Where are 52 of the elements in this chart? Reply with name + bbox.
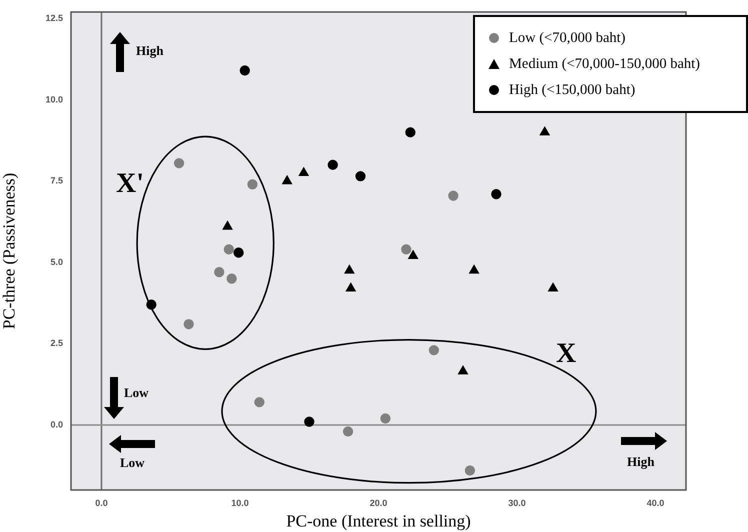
point <box>254 397 264 408</box>
point <box>448 190 458 201</box>
point <box>247 179 258 190</box>
point <box>222 221 232 230</box>
x-tick-label: 20.0 <box>370 498 388 508</box>
point <box>469 264 480 274</box>
legend-label: Medium (<70,000-150,000 baht) <box>509 56 700 72</box>
annotation: High <box>136 43 164 58</box>
y-tick-label: 2.5 <box>50 338 63 348</box>
annotation: X' <box>116 168 144 199</box>
y-tick-label: 7.5 <box>50 176 63 186</box>
point <box>346 282 356 292</box>
point <box>224 244 234 254</box>
annotation: Low <box>124 385 149 400</box>
point <box>184 319 194 330</box>
x-tick-label: 10.0 <box>231 498 249 508</box>
point <box>240 65 250 76</box>
legend-label: High (<150,000 baht) <box>509 82 636 98</box>
x-tick-label: 0.0 <box>95 498 108 508</box>
point <box>298 167 309 176</box>
y-tick-label: 10.0 <box>45 94 63 104</box>
point <box>344 264 354 274</box>
point <box>408 250 418 259</box>
x-axis-title: PC-one (Interest in selling) <box>286 511 471 530</box>
point <box>380 413 391 424</box>
point <box>214 267 224 278</box>
point <box>328 160 338 170</box>
annotation: Low <box>120 455 145 470</box>
point <box>548 282 558 292</box>
point <box>540 126 550 136</box>
point <box>226 274 237 284</box>
point <box>342 426 354 437</box>
point <box>174 158 184 168</box>
legend-label: Low (<70,000 baht) <box>509 30 626 46</box>
y-axis-title: PC-three (Passiveness) <box>0 172 19 330</box>
point <box>428 345 440 356</box>
point <box>234 248 244 258</box>
point <box>405 127 416 138</box>
annotation: High <box>627 454 654 469</box>
point <box>282 175 292 184</box>
point <box>304 416 314 427</box>
point <box>464 465 476 476</box>
annotation: X <box>556 338 576 369</box>
y-tick-label: 0.0 <box>50 419 63 430</box>
point <box>355 171 366 182</box>
point <box>401 244 412 254</box>
y-tick-label: 12.5 <box>45 12 63 23</box>
point <box>458 366 468 374</box>
x-tick-label: 40.0 <box>646 498 664 508</box>
y-tick-label: 5.0 <box>50 256 63 267</box>
point <box>491 188 502 200</box>
x-tick-label: 30.0 <box>508 498 526 508</box>
